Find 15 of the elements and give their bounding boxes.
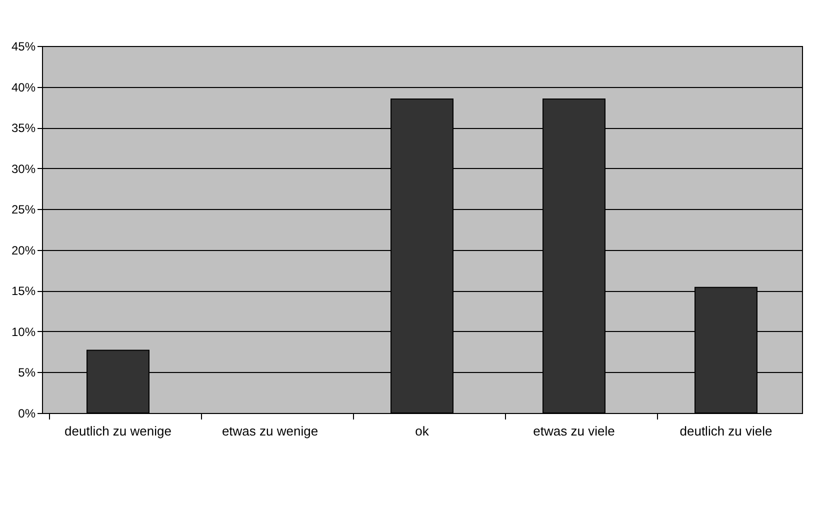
x-tick-label: etwas zu wenige bbox=[222, 424, 318, 438]
x-tick-label: etwas zu viele bbox=[533, 424, 615, 438]
y-tick-label: 0% bbox=[18, 406, 36, 420]
y-tick-label: 25% bbox=[11, 202, 36, 217]
y-tick-label: 40% bbox=[11, 80, 36, 94]
y-tick-label: 15% bbox=[11, 284, 36, 298]
x-tick-label: deutlich zu viele bbox=[680, 424, 772, 438]
y-tick-label: 35% bbox=[11, 121, 36, 136]
x-tick-label: deutlich zu wenige bbox=[64, 424, 172, 438]
y-tick-label: 30% bbox=[11, 162, 36, 176]
y-tick-label: 45% bbox=[11, 40, 36, 54]
x-tick-label: ok bbox=[415, 424, 430, 438]
y-tick-label: 5% bbox=[18, 366, 36, 380]
y-tick-label: 10% bbox=[11, 324, 36, 339]
y-tick-label: 20% bbox=[11, 243, 36, 258]
